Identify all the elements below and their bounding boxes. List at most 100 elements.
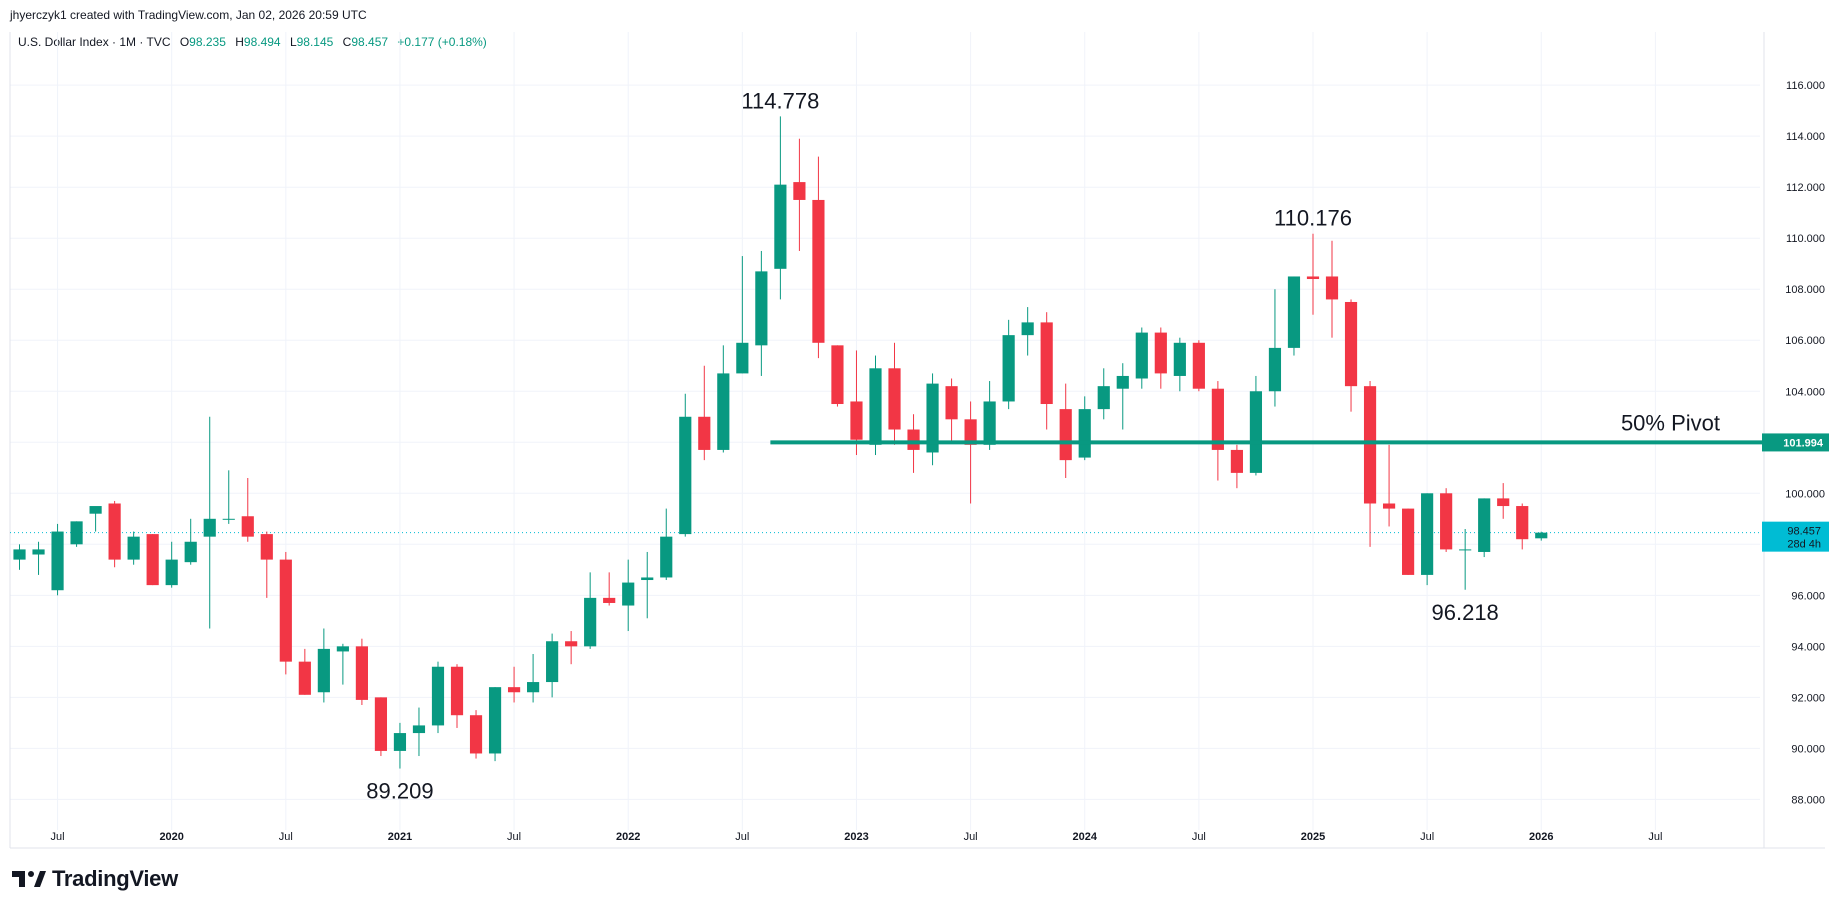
candle bbox=[812, 156, 825, 359]
candle-body bbox=[450, 666, 464, 716]
candle bbox=[165, 541, 178, 588]
candle-body bbox=[1211, 388, 1224, 450]
candle-body bbox=[507, 687, 521, 693]
candle bbox=[70, 521, 83, 547]
candle bbox=[983, 381, 996, 450]
candle bbox=[565, 631, 578, 665]
candle-body bbox=[336, 646, 349, 652]
candle-body bbox=[1116, 375, 1129, 389]
candle bbox=[317, 628, 330, 703]
candle bbox=[736, 256, 749, 374]
y-tick-label: 108.000 bbox=[1785, 284, 1825, 296]
candle-body bbox=[431, 666, 445, 726]
candle bbox=[89, 506, 102, 532]
candle-body bbox=[203, 518, 216, 537]
candle bbox=[1459, 529, 1472, 590]
candle-body bbox=[1040, 322, 1053, 405]
legend-close: 98.457 bbox=[351, 35, 389, 49]
candle-body bbox=[1287, 276, 1301, 348]
candle-body bbox=[603, 597, 616, 603]
candle-body bbox=[1344, 301, 1358, 387]
candle-body bbox=[812, 199, 825, 343]
y-tick-label: 94.000 bbox=[1791, 641, 1825, 653]
candle-body bbox=[469, 715, 483, 754]
candle bbox=[1002, 319, 1015, 410]
candle-body bbox=[527, 682, 540, 693]
candle bbox=[13, 544, 26, 570]
x-tick-label: Jul bbox=[1648, 831, 1662, 843]
candle bbox=[584, 572, 597, 649]
candle bbox=[793, 138, 806, 251]
candle bbox=[945, 378, 958, 443]
candle bbox=[469, 710, 483, 759]
candle bbox=[1421, 493, 1434, 586]
candle bbox=[869, 355, 882, 456]
candle-body bbox=[1497, 498, 1510, 507]
candle bbox=[32, 541, 45, 575]
candle bbox=[1402, 508, 1415, 575]
legend-low-label: L bbox=[289, 35, 297, 49]
legend-symbol: U.S. Dollar Index · 1M · TVC bbox=[18, 35, 171, 49]
y-tick-label: 100.000 bbox=[1785, 488, 1825, 500]
candle-body bbox=[584, 597, 597, 647]
candle-body bbox=[1306, 276, 1320, 280]
candle-body bbox=[260, 534, 273, 560]
candle bbox=[1287, 276, 1301, 356]
candle-body bbox=[412, 725, 426, 734]
x-tick-label: Jul bbox=[51, 831, 65, 843]
candle bbox=[1325, 240, 1339, 338]
candle-body bbox=[1402, 508, 1415, 575]
candle bbox=[184, 518, 197, 565]
candle-body bbox=[1363, 386, 1377, 504]
candle bbox=[127, 531, 140, 565]
candle-body bbox=[1230, 449, 1243, 473]
candle bbox=[241, 477, 254, 542]
candle-body bbox=[146, 534, 159, 586]
y-tick-label: 92.000 bbox=[1791, 692, 1825, 704]
candle bbox=[1535, 531, 1548, 541]
candle-body bbox=[660, 536, 673, 578]
current-price-countdown: 28d 4h bbox=[1787, 539, 1821, 551]
legend-low: 98.145 bbox=[296, 35, 334, 49]
candle bbox=[1268, 289, 1282, 407]
candle bbox=[603, 572, 616, 606]
candle bbox=[450, 664, 464, 728]
y-tick-label: 114.000 bbox=[1786, 131, 1825, 143]
candle-body bbox=[1059, 409, 1072, 461]
candle bbox=[546, 633, 559, 698]
candle bbox=[622, 559, 635, 632]
x-tick-label: 2026 bbox=[1529, 831, 1553, 843]
candle-body bbox=[488, 687, 502, 754]
tradingview-logo-icon bbox=[12, 871, 46, 887]
candle bbox=[1363, 381, 1377, 547]
candle bbox=[298, 648, 311, 695]
candle bbox=[1249, 375, 1263, 476]
candle-body bbox=[298, 661, 311, 695]
footer-branding: TradingView bbox=[12, 866, 178, 892]
symbol-legend: U.S. Dollar Index · 1M · TVC O98.235 H98… bbox=[18, 35, 487, 49]
candle bbox=[222, 470, 235, 524]
candle bbox=[1192, 340, 1205, 392]
current-price-tag bbox=[1762, 521, 1829, 552]
candle-body bbox=[1097, 386, 1110, 410]
candle bbox=[1382, 444, 1396, 527]
candle-body bbox=[546, 641, 559, 683]
candle bbox=[850, 350, 863, 456]
candle-body bbox=[774, 184, 787, 269]
candle-body bbox=[317, 648, 330, 693]
candle-body bbox=[926, 383, 939, 453]
price-annotation: 110.176 bbox=[1274, 206, 1352, 231]
candle-body bbox=[1135, 332, 1148, 379]
candle-body bbox=[945, 386, 958, 420]
candle-body bbox=[374, 697, 388, 751]
candle bbox=[774, 116, 787, 300]
candle bbox=[660, 508, 673, 581]
candle bbox=[1116, 363, 1129, 430]
tradingview-brand: TradingView bbox=[52, 866, 178, 891]
candle bbox=[108, 500, 121, 568]
candle-body bbox=[1192, 342, 1205, 389]
legend-high-label: H bbox=[235, 35, 244, 49]
candle-body bbox=[907, 429, 920, 450]
legend-open-label: O bbox=[179, 35, 190, 49]
